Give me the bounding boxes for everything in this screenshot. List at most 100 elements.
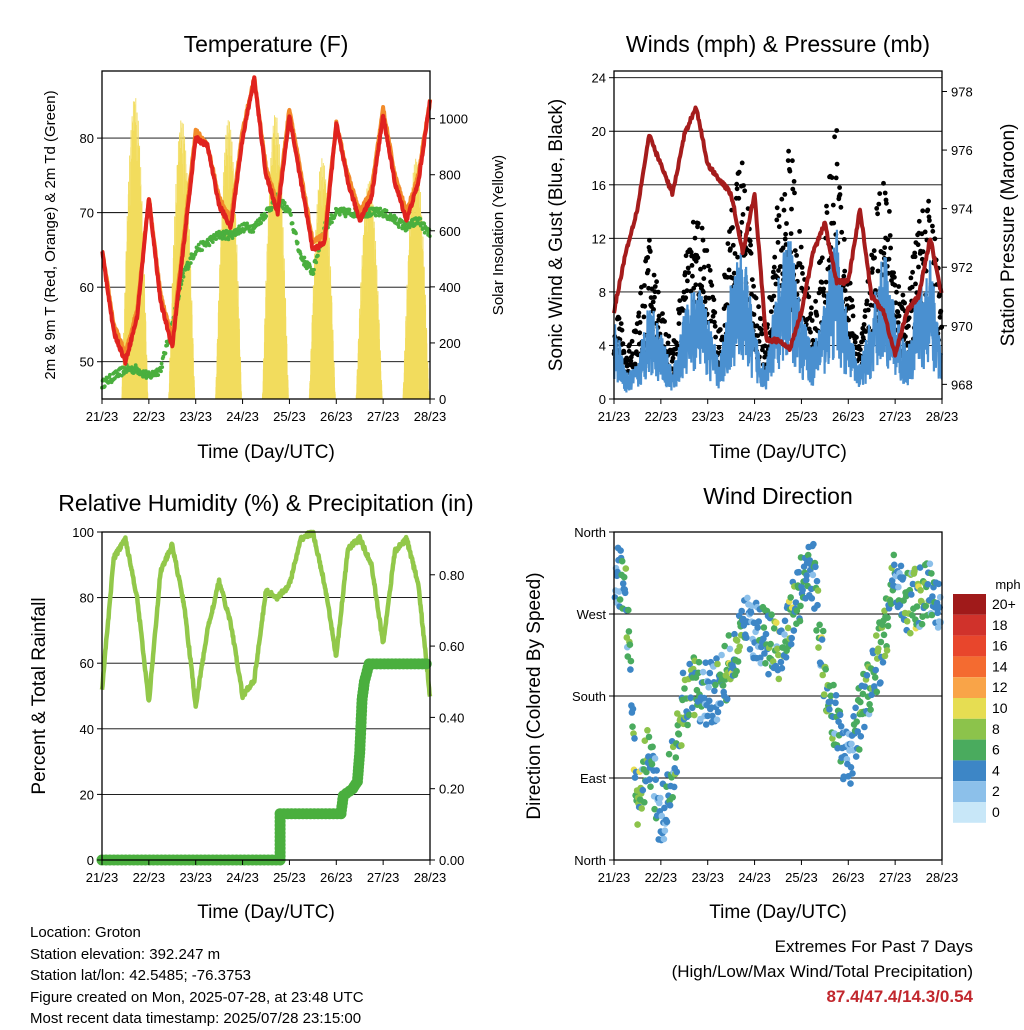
gust-point (817, 286, 823, 292)
direction-point (934, 624, 942, 631)
gust-point (637, 320, 643, 325)
wind-ytick-label: 0 (599, 392, 606, 407)
gust-point (841, 237, 847, 242)
dir-ytick-label: North (574, 525, 606, 540)
gust-point (731, 270, 737, 276)
direction-point (881, 652, 889, 660)
gust-point (787, 168, 793, 174)
direction-point (793, 607, 801, 614)
gust-point (755, 333, 761, 338)
wind-y2tick-label: 974 (951, 202, 973, 217)
direction-point (689, 704, 696, 712)
gust-point (895, 309, 901, 315)
wind-ytick-label: 8 (599, 285, 606, 300)
gust-point (692, 235, 698, 241)
gust-point (799, 265, 805, 270)
gust-point (794, 253, 799, 258)
gust-point (628, 358, 634, 364)
gust-point (730, 242, 736, 248)
direction-point (619, 580, 627, 587)
gust-point (892, 274, 897, 280)
rh-plot-frame (101, 531, 431, 861)
direction-point (626, 641, 634, 648)
temp-title: Temperature (F) (184, 31, 349, 57)
direction-point (843, 755, 851, 763)
direction-point (795, 568, 803, 576)
legend-label: 10 (992, 700, 1008, 716)
direction-point (813, 627, 820, 634)
gust-point (834, 161, 840, 167)
temp-xtick-label: 22/23 (133, 409, 166, 424)
gust-point (819, 255, 825, 261)
wind-xtick-label: 22/23 (645, 409, 678, 424)
dewpoint-point (163, 351, 168, 356)
dewpoint-point (330, 220, 334, 225)
gust-point (690, 273, 695, 279)
direction-point (895, 583, 902, 591)
extremes-heading: Extremes For Past 7 Days (774, 937, 973, 956)
legend-swatch (953, 698, 986, 719)
temp-ticks: 21/23 22/23 23/23 24/23 25/23 26/23 27/23 28/23… (80, 112, 468, 424)
direction-point (646, 776, 653, 783)
gust-point (857, 347, 863, 352)
direction-point (684, 721, 691, 729)
gust-point (650, 299, 656, 305)
gust-point (872, 255, 877, 261)
solar-insolation-line (121, 98, 149, 400)
direction-point (712, 681, 719, 689)
direction-point (813, 577, 821, 585)
dewpoint-point (102, 384, 107, 389)
gust-point (710, 313, 716, 319)
gust-point (686, 270, 691, 275)
gust-point (930, 228, 936, 234)
gust-point (758, 327, 764, 332)
rh-xtick-label: 22/23 (133, 870, 166, 885)
gust-point (809, 305, 814, 311)
legend-swatch (953, 802, 986, 823)
temp-ylabel: 2m & 9m T (Red, Orange) & 2m Td (Green) (42, 90, 59, 379)
direction-point (762, 630, 770, 638)
gust-point (806, 294, 812, 300)
gust-point (756, 304, 761, 310)
direction-point (702, 659, 709, 666)
dir-title: Wind Direction (703, 483, 853, 509)
direction-point (656, 799, 663, 807)
direction-point (822, 666, 829, 673)
direction-point (819, 671, 826, 679)
gust-point (732, 251, 738, 256)
temp-y2tick-label: 400 (439, 280, 461, 295)
gust-point (736, 169, 742, 175)
direction-point (814, 601, 821, 609)
gust-point (926, 198, 931, 204)
gust-point (739, 220, 745, 225)
wind-xtick-label: 24/23 (738, 409, 771, 424)
gust-point (629, 338, 635, 344)
gust-point (871, 248, 877, 254)
direction-point (647, 783, 654, 790)
gust-point (741, 183, 746, 188)
gust-point (882, 245, 888, 251)
gust-point (676, 321, 682, 326)
direction-point (832, 699, 839, 707)
direction-point (929, 593, 936, 600)
dir-xlabel: Time (Day/UTC) (709, 902, 847, 923)
dewpoint-point (181, 274, 186, 279)
rh-y2tick-label: 0.20 (439, 782, 464, 797)
direction-point (778, 664, 786, 672)
gust-point (636, 310, 642, 316)
gust-point (645, 268, 651, 273)
dewpoint-point (161, 354, 166, 359)
wind-y2tick-label: 976 (951, 143, 973, 158)
gust-point (655, 289, 661, 295)
direction-point (888, 577, 896, 584)
dewpoint-point (214, 237, 219, 242)
gust-point (882, 190, 888, 196)
gust-point (654, 279, 659, 285)
direction-point (853, 718, 860, 725)
gust-point (797, 261, 803, 267)
solar-insolation-line (308, 158, 336, 400)
direction-point (861, 683, 869, 690)
gust-point (926, 214, 932, 220)
legend-swatch (953, 594, 986, 615)
gust-point (798, 244, 804, 250)
